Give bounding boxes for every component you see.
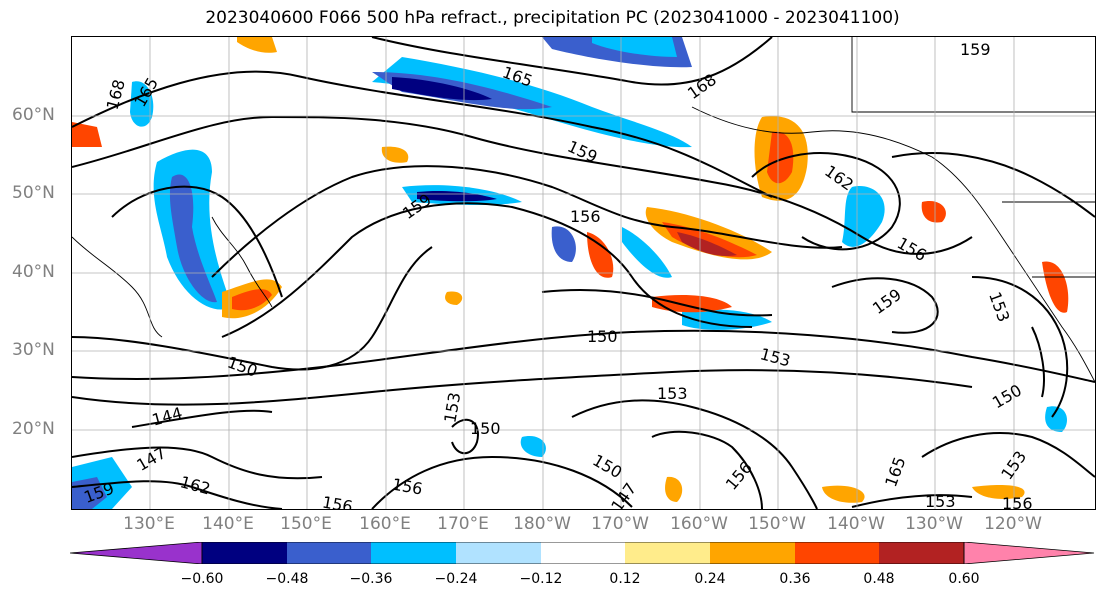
lat-label-20n: 20°N: [12, 419, 55, 439]
contour-label: 159: [960, 40, 991, 59]
lon-label: 170°W: [591, 514, 649, 534]
map-canvas: 165 168 165 168 159 162 159 156 159 156 …: [72, 37, 1095, 509]
colorbar-tick: 0.48: [863, 571, 895, 587]
colorbar-tick: −0.60: [180, 571, 224, 587]
lat-label-40n: 40°N: [12, 262, 55, 282]
contour-label: 159: [869, 285, 905, 318]
lat-label-50n: 50°N: [12, 183, 55, 203]
colorbar-swatches: [69, 541, 1095, 568]
colorbar: [69, 541, 1096, 568]
colorbar-tick: 0.12: [609, 571, 641, 587]
contour-label: 168: [103, 77, 129, 111]
map-title: 2023040600 F066 500 hPa refract., precip…: [205, 8, 900, 28]
contour-label: 150: [989, 381, 1025, 413]
colorbar-swatch: [541, 542, 625, 564]
colorbar-tick: −0.24: [434, 571, 478, 587]
lon-label: 140°W: [827, 514, 885, 534]
contour-label: 150: [589, 450, 625, 482]
contour-label: 156: [722, 458, 756, 494]
lon-label: 170°E: [437, 514, 489, 534]
contour-label: 156: [391, 475, 424, 499]
colorbar-tick: 0.24: [694, 571, 726, 587]
lon-label: 160°W: [670, 514, 728, 534]
colorbar-tick: −0.12: [519, 571, 563, 587]
lon-label: 180°W: [513, 514, 571, 534]
contour-label: 150: [225, 352, 260, 380]
map-panel: 165 168 165 168 159 162 159 156 159 156 …: [71, 36, 1096, 510]
contour-label: 147: [607, 479, 640, 509]
colorbar-tick: −0.48: [265, 571, 309, 587]
colorbar-swatch: [710, 542, 795, 564]
colorbar-swatch: [795, 542, 879, 564]
contour-label: 144: [150, 403, 184, 429]
colorbar-extend-low: [69, 541, 203, 565]
contour-label: 156: [894, 233, 930, 265]
colorbar-swatch: [202, 542, 287, 564]
contour-label: 153: [657, 384, 688, 403]
contour-label: 153: [925, 492, 956, 509]
contour-label: 153: [758, 344, 792, 370]
lon-label: 160°E: [359, 514, 411, 534]
colorbar-swatch: [287, 542, 371, 564]
colorbar-extend-high: [963, 541, 1095, 565]
contour-label: 156: [570, 207, 601, 226]
lon-label: 150°W: [748, 514, 806, 534]
colorbar-swatch: [456, 542, 541, 564]
lon-label: 130°W: [905, 514, 963, 534]
lon-label: 130°E: [123, 514, 175, 534]
contour-label: 156: [1002, 494, 1033, 509]
colorbar-swatch: [879, 542, 964, 564]
colorbar-tick: 0.60: [948, 571, 980, 587]
lon-label: 140°E: [202, 514, 254, 534]
contour-label: 165: [881, 454, 909, 489]
colorbar-swatch: [625, 542, 710, 564]
lon-label: 120°W: [984, 514, 1042, 534]
lat-label-60n: 60°N: [12, 105, 55, 125]
contour-label: 162: [178, 472, 212, 498]
contour-label: 150: [587, 327, 618, 346]
contour-label: 156: [321, 492, 354, 509]
contour-label: 153: [997, 447, 1030, 483]
colorbar-tick: 0.36: [779, 571, 811, 587]
lat-label-30n: 30°N: [12, 340, 55, 360]
colorbar-tick: −0.36: [349, 571, 393, 587]
contour-label: 153: [440, 391, 464, 424]
contour-label: 150: [470, 419, 501, 438]
precip-fill-layer: [72, 37, 1069, 509]
lon-label: 150°E: [280, 514, 332, 534]
colorbar-swatch: [371, 542, 456, 564]
contour-label: 153: [985, 289, 1013, 324]
graticule: [72, 37, 1095, 509]
